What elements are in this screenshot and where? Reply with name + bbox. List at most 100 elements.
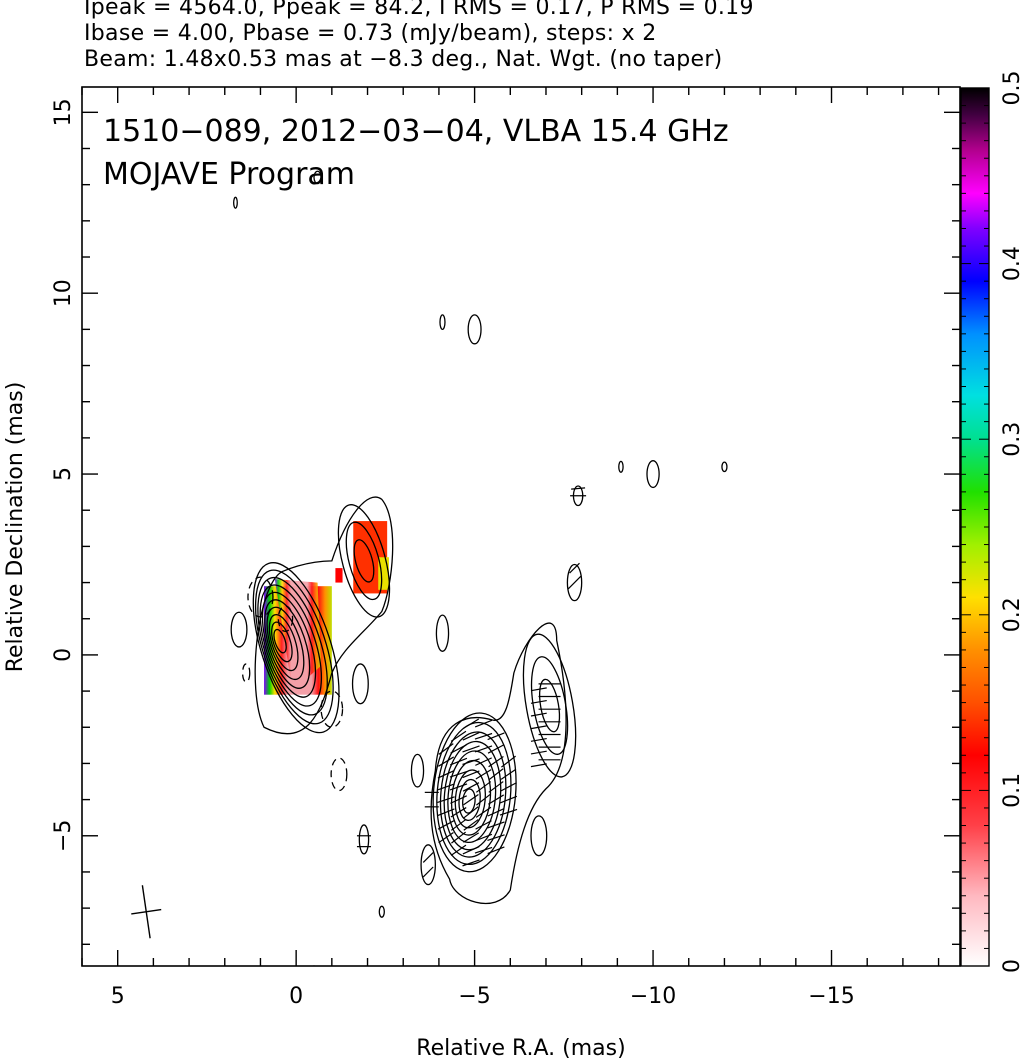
core-contour [273, 628, 287, 654]
polarization-vector [463, 832, 480, 843]
polarization-vector [487, 846, 505, 855]
small-contour [378, 905, 385, 918]
polarization-vector [500, 768, 517, 780]
small-contour [618, 460, 624, 473]
beam-minor-axis [131, 908, 162, 915]
polarization-vector [475, 769, 492, 780]
knot-north-polarization-fill [378, 557, 389, 590]
polarization-vector [474, 846, 493, 854]
negative-contour [277, 605, 294, 633]
polarization-vector [438, 743, 454, 755]
knot-south-contour [439, 731, 507, 858]
polarization-vector [474, 833, 493, 842]
axis-ticks [81, 87, 960, 966]
polarization-vector [450, 730, 467, 742]
core-contour [271, 621, 293, 663]
polarization-vector [462, 758, 480, 765]
polarization-vector [487, 744, 505, 754]
x-tick-label: 5 [111, 984, 125, 1009]
polarization-vector [499, 795, 518, 804]
colorbar-tick-label: 0.3 [1000, 422, 1022, 457]
polarization-vector [488, 756, 504, 768]
y-axis-title: Relative Declination (mas) [3, 382, 28, 673]
polarization-vector [437, 769, 455, 779]
y-tick-label: 10 [51, 279, 76, 307]
polarization-vector [487, 834, 505, 841]
negative-contour [241, 663, 251, 683]
polarization-vector [474, 719, 493, 728]
polarization-vector [488, 781, 504, 793]
axis-tick-labels: 5 0 −5 −10 −15 −5 0 5 10 15 [51, 98, 855, 1009]
polarization-vector [569, 562, 580, 574]
polarization-vector [530, 763, 547, 768]
polarization-vector [462, 770, 480, 779]
small-contour [467, 314, 482, 345]
core-contour [266, 606, 305, 681]
polarization-vector [437, 820, 455, 830]
polarization-vector [450, 819, 467, 831]
small-contour [530, 815, 548, 857]
knot-north-polarization-fill [335, 568, 343, 583]
colorbar-tick-label: 0.5 [1000, 71, 1022, 106]
colorbar-tick-label: 0.1 [1000, 773, 1022, 808]
knot-south-outer-contour [430, 622, 567, 905]
polarization-vector [450, 844, 467, 856]
small-contour [439, 314, 446, 331]
polarization-vector [438, 831, 454, 844]
polarization-vector [530, 687, 547, 692]
header-line-3: Beam: 1.48x0.53 mas at −8.3 deg., Nat. W… [84, 47, 723, 72]
polarization-vector [530, 737, 547, 742]
core-contour [257, 576, 328, 716]
polarization-vector [462, 745, 480, 753]
small-contour [351, 663, 369, 705]
y-tick-label: 0 [51, 648, 76, 662]
chart-title: 1510−089, 2012−03−04, VLBA 15.4 GHz [103, 114, 729, 149]
x-tick-label: −5 [458, 984, 490, 1009]
polarization-vector [474, 732, 493, 740]
core-contour [268, 614, 299, 672]
polarization-vector [501, 755, 516, 768]
polarization-vector [567, 575, 582, 590]
core-contour [254, 569, 334, 725]
polarization-vector [530, 725, 547, 730]
y-tick-label: 15 [51, 98, 76, 126]
small-contour [420, 844, 436, 886]
y-tick-label: −5 [51, 820, 76, 852]
knot-south-contour [462, 788, 476, 814]
knot-west-contour [538, 678, 561, 733]
polarization-vector [530, 712, 547, 717]
polarization-vector [487, 807, 505, 817]
polarization-vector [437, 796, 455, 803]
header-line-2: Ibase = 4.00, Pbase = 0.73 (mJy/beam), s… [84, 21, 657, 46]
small-contour [233, 196, 238, 209]
polarization-vector [422, 852, 434, 863]
y-tick-label: 5 [51, 467, 76, 481]
knot-west-contour [530, 656, 569, 755]
polarization-vector [449, 770, 468, 778]
x-tick-label: 0 [289, 984, 303, 1009]
polarization-vector [475, 820, 492, 830]
negative-contour [320, 690, 344, 728]
polarization-vector [462, 845, 480, 855]
small-contour [435, 614, 450, 652]
plot-frame [81, 86, 961, 967]
knot-north-contour [353, 539, 375, 583]
polarization-vector [500, 782, 517, 792]
polarization-vector [530, 750, 547, 755]
colorbar-tick-label: 0 [1000, 959, 1022, 973]
polarization-vector [450, 795, 467, 804]
polarization-vector [487, 732, 505, 741]
polarization-vector [462, 782, 480, 792]
polarization-vector [422, 866, 434, 878]
map-area [131, 170, 728, 966]
beam-marker [131, 885, 162, 939]
polarization-vector [437, 808, 455, 817]
x-tick-label: −10 [630, 984, 676, 1009]
small-contour [358, 824, 370, 855]
polarization-vector [476, 793, 492, 806]
polarization-vector [488, 794, 505, 805]
polarization-vector [437, 783, 455, 791]
small-contour [646, 460, 660, 489]
colorbar-tick-label: 0.4 [1000, 246, 1022, 281]
